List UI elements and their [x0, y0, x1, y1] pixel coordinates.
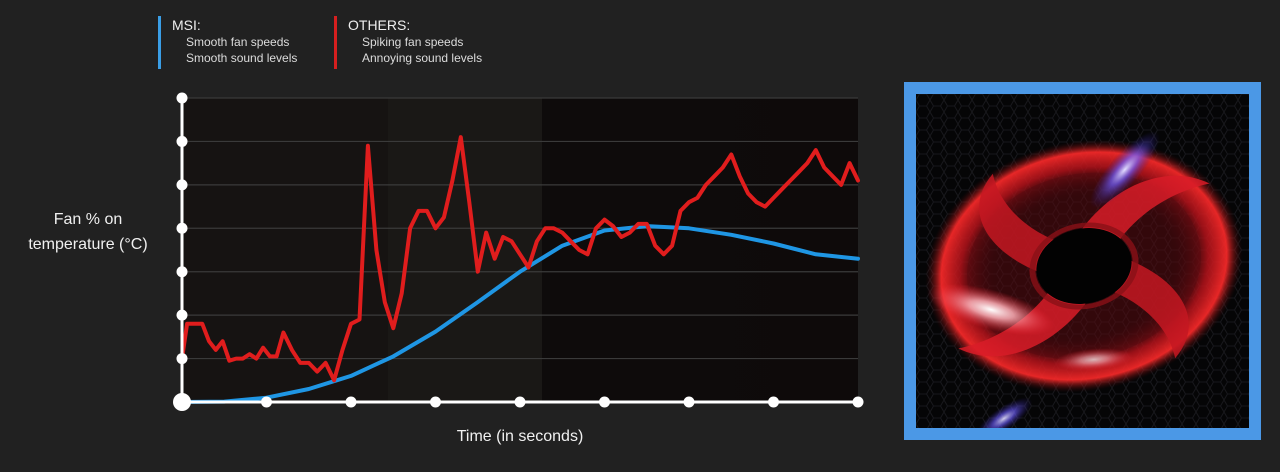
fan-highlight	[1089, 131, 1160, 209]
y-axis-tick	[176, 92, 188, 104]
plot-band	[182, 98, 388, 402]
x-axis-tick	[261, 396, 272, 408]
legend-msi: MSI: Smooth fan speeds Smooth sound leve…	[158, 16, 298, 69]
legend-msi-title: MSI:	[172, 17, 201, 33]
legend-msi-swatch	[158, 16, 161, 69]
x-axis-tick	[345, 396, 357, 408]
x-axis-tick	[514, 396, 526, 408]
y-axis-tick	[176, 266, 188, 278]
series-line-msi	[180, 224, 860, 404]
fan-hub-ring	[1029, 222, 1139, 310]
y-axis-tick	[176, 222, 188, 234]
y-axis-label-line1: Fan % on	[53, 211, 123, 228]
x-axis-tick	[683, 396, 695, 408]
fan-highlight	[1054, 348, 1134, 372]
legend-others-item: Annoying sound levels	[362, 51, 483, 65]
fan-speed-chart	[173, 92, 864, 411]
axis-origin-dot	[173, 393, 191, 411]
y-axis-tick	[176, 353, 188, 365]
fan-image	[916, 94, 1249, 428]
legend-others-item: Spiking fan speeds	[362, 35, 464, 49]
x-axis-tick	[430, 396, 441, 408]
x-axis-tick	[768, 396, 779, 408]
series-line-others	[180, 135, 860, 383]
legend-others-title: OTHERS:	[348, 17, 411, 33]
y-axis-label-line2: temperature (°C)	[28, 236, 148, 253]
gridlines	[182, 97, 858, 360]
fan-highlight	[975, 397, 1033, 428]
plot-background	[182, 98, 858, 402]
fan-image-frame	[904, 82, 1261, 440]
y-axis-tick	[176, 135, 188, 147]
x-axis-tick	[599, 396, 610, 408]
fan-hub	[1036, 228, 1132, 304]
series-lines	[180, 135, 860, 404]
x-axis-tick	[852, 396, 864, 408]
y-axis-label: Fan % on temperature (°C)	[0, 207, 176, 257]
y-axis-tick	[176, 179, 188, 191]
x-axis-label: Time (in seconds)	[456, 428, 584, 445]
legend-others-swatch	[334, 16, 337, 69]
legend-msi-item: Smooth sound levels	[186, 51, 298, 65]
legend-others: OTHERS: Spiking fan speeds Annoying soun…	[334, 16, 483, 69]
axes	[173, 92, 864, 411]
legend-msi-item: Smooth fan speeds	[186, 35, 290, 49]
y-axis-tick	[176, 309, 188, 321]
fan-highlight	[927, 283, 1055, 336]
